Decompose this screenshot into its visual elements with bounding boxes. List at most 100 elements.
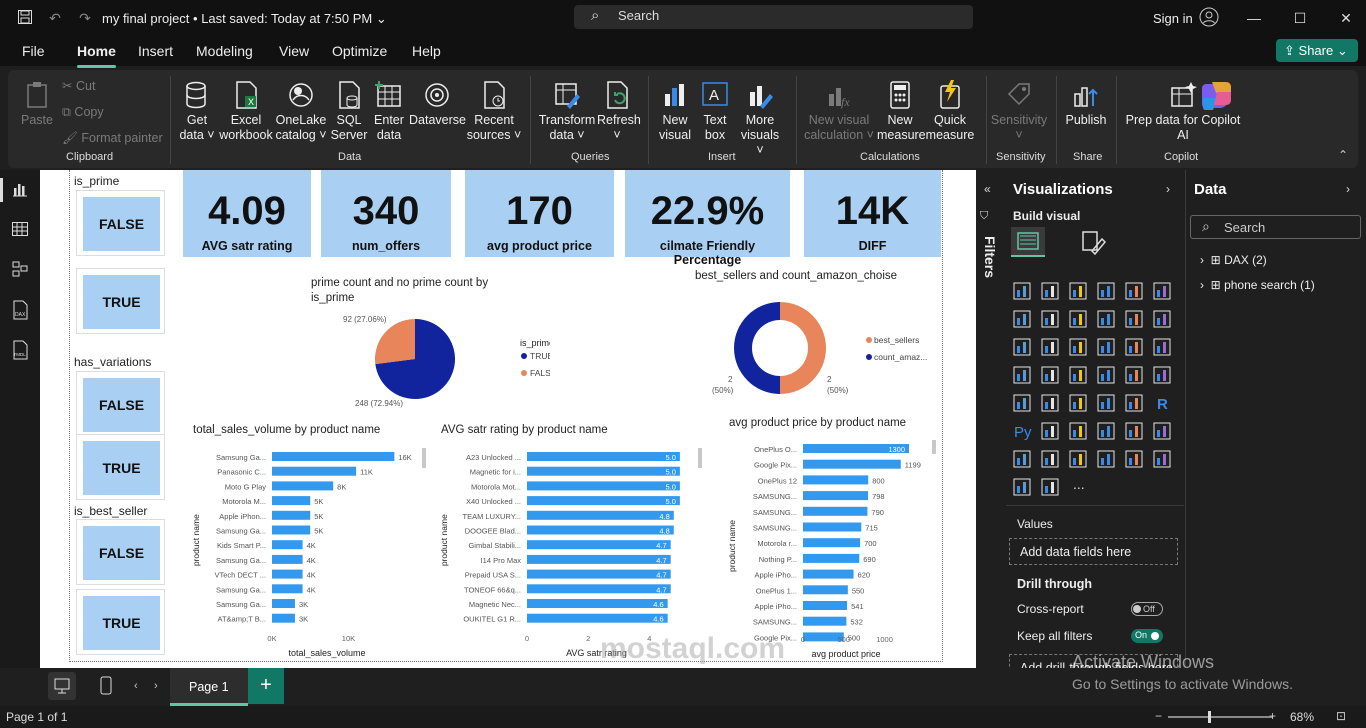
prep-data-copilot-button[interactable]: Prep data for Copilot AI [1124, 80, 1242, 143]
narrative-icon[interactable] [1125, 422, 1143, 440]
matrix-icon[interactable] [1125, 394, 1143, 412]
waterfall-icon[interactable] [1013, 338, 1031, 356]
save-icon[interactable] [16, 9, 34, 27]
clustered-bar-icon[interactable] [1069, 282, 1087, 300]
menu-file[interactable]: File [22, 43, 45, 59]
kpi-icon[interactable] [1041, 394, 1059, 412]
zoom-slider[interactable] [1168, 716, 1273, 718]
card-icon[interactable] [1153, 366, 1171, 384]
transform-data-button[interactable]: Transform data ˅ [538, 80, 596, 143]
table-icon[interactable] [1097, 394, 1115, 412]
maximize-button[interactable]: ☐ [1293, 10, 1307, 26]
table-view-icon[interactable] [9, 220, 31, 242]
treemap-icon[interactable] [1153, 338, 1171, 356]
kpi-card-climate-friendly[interactable]: 22.9% cilmate Friendly Percentage [625, 170, 790, 267]
filled-map-icon[interactable] [1041, 366, 1059, 384]
decomposition-tree-icon[interactable] [1069, 422, 1087, 440]
mobile-layout-icon[interactable] [96, 672, 116, 700]
search-input[interactable]: ⌕ Search [574, 5, 973, 29]
paste-button[interactable]: Paste [20, 80, 54, 128]
sign-in-link[interactable]: Sign in [1153, 11, 1193, 26]
menu-view[interactable]: View [279, 43, 310, 59]
minimize-button[interactable]: — [1247, 10, 1261, 26]
onelake-catalog-button[interactable]: OneLake catalog ˅ [275, 80, 327, 143]
expand-data-pane-icon[interactable]: › [1346, 182, 1350, 196]
azure-map-alt-icon[interactable] [1125, 450, 1143, 468]
visual-type-gallery[interactable]: R Py... [1012, 281, 1182, 501]
get-data-button[interactable]: Get data ˅ [178, 80, 216, 143]
enter-data-button[interactable]: Enter data [371, 80, 407, 143]
add-page-button[interactable]: + [248, 668, 284, 704]
publish-button[interactable]: Publish [1064, 80, 1108, 128]
r-visual-icon[interactable]: R [1157, 396, 1168, 413]
pie-chart-icon[interactable] [1097, 338, 1115, 356]
desktop-layout-icon[interactable] [48, 672, 76, 700]
100-stacked-bar-icon[interactable] [1125, 282, 1143, 300]
new-visual-calculation-button[interactable]: fx New visual calculation ˅ [801, 80, 877, 143]
area-chart-icon[interactable] [1041, 310, 1059, 328]
shape-map-icon[interactable] [1069, 366, 1087, 384]
azure-map-icon[interactable] [1097, 366, 1115, 384]
next-page-icon[interactable]: › [154, 680, 158, 692]
redo-icon[interactable]: ↷ [79, 10, 91, 26]
stacked-bar-icon[interactable] [1013, 282, 1031, 300]
map-icon[interactable] [1013, 366, 1031, 384]
kpi-card-diff[interactable]: 14K DIFF [804, 170, 941, 257]
values-drop-zone[interactable]: Add data fields here [1009, 538, 1178, 565]
goals-icon[interactable] [1153, 422, 1171, 440]
custom-visual-icon[interactable] [1153, 450, 1171, 468]
bestsellers-donut-chart[interactable]: 2 (50%) 2 (50%) best_sellers count_amaz... [700, 290, 935, 400]
menu-home[interactable]: Home [77, 43, 116, 68]
report-view-icon[interactable] [9, 180, 31, 202]
kpi-card-avg-product-price[interactable]: 170 avg product price [465, 170, 614, 257]
stacked-column-icon[interactable] [1041, 282, 1059, 300]
power-apps-alt-icon[interactable] [1013, 478, 1031, 496]
slicer-option-true[interactable]: TRUE [76, 589, 165, 655]
paginated-report-icon[interactable] [1013, 450, 1031, 468]
100-stacked-column-icon[interactable] [1153, 282, 1171, 300]
gauge-icon[interactable] [1125, 366, 1143, 384]
quick-measure-button[interactable]: Quick measure [925, 80, 975, 143]
dax-query-view-icon[interactable]: DAX [9, 300, 31, 322]
copy-button[interactable]: ⧉ Copy [62, 105, 104, 120]
prime-pie-chart[interactable]: 248 (72.94%) 92 (27.06%) is_prime TRUE FALSE [330, 305, 550, 410]
build-visual-tab[interactable] [1011, 227, 1045, 257]
menu-optimize[interactable]: Optimize [332, 43, 388, 59]
cross-report-toggle[interactable]: Off [1131, 602, 1163, 616]
metrics-icon[interactable] [1097, 450, 1115, 468]
stacked-area-icon[interactable] [1069, 310, 1087, 328]
close-button[interactable]: ✕ [1340, 10, 1352, 26]
key-influencers-icon[interactable] [1041, 422, 1059, 440]
data-table-dax[interactable]: › ⊞ DAX (2) [1200, 253, 1267, 267]
menu-modeling[interactable]: Modeling [196, 43, 253, 59]
donut-chart-icon[interactable] [1125, 338, 1143, 356]
more-visuals-icon[interactable]: ... [1073, 476, 1085, 492]
funnel-icon[interactable] [1041, 338, 1059, 356]
cut-button[interactable]: ✂ Cut [62, 79, 95, 94]
slicer-option-false[interactable]: FALSE [76, 190, 165, 256]
tmdl-view-icon[interactable]: TMDL [9, 340, 31, 362]
sales-volume-bar-chart[interactable]: Samsung Ga... 16K Panasonic C... 11K Moto G … [188, 440, 430, 660]
fit-to-page-icon[interactable]: ⊡ [1336, 709, 1347, 723]
qa-icon[interactable] [1097, 422, 1115, 440]
ribbon-chart-icon[interactable] [1153, 310, 1171, 328]
dataverse-button[interactable]: Dataverse [409, 80, 466, 128]
sql-server-button[interactable]: SQL Server [329, 80, 369, 143]
line-column-icon[interactable] [1097, 310, 1115, 328]
slicer-option-true[interactable]: TRUE [76, 434, 165, 500]
filters-pane[interactable]: « ⛉ Filters [976, 170, 1004, 668]
multi-row-card-icon[interactable] [1013, 394, 1031, 412]
data-table-phone-search[interactable]: › ⊞ phone search (1) [1200, 278, 1315, 292]
undo-icon[interactable]: ↶ [49, 10, 61, 26]
line-stacked-column-icon[interactable] [1125, 310, 1143, 328]
previous-page-icon[interactable]: ‹ [134, 680, 138, 692]
slicer-option-false[interactable]: FALSE [76, 519, 165, 585]
avg-rating-bar-chart[interactable]: A23 Unlocked ... 5.0 Magnetic for i... 5.0 M… [436, 440, 708, 660]
scatter-icon[interactable] [1069, 338, 1087, 356]
slicer-option-true[interactable]: TRUE [76, 268, 165, 334]
data-search-input[interactable]: ⌕ Search [1190, 215, 1361, 239]
format-painter-button[interactable]: 🖌 Format painter [62, 131, 163, 146]
menu-insert[interactable]: Insert [138, 43, 174, 59]
menu-help[interactable]: Help [412, 43, 441, 59]
copilot-icon[interactable] [1200, 80, 1234, 112]
